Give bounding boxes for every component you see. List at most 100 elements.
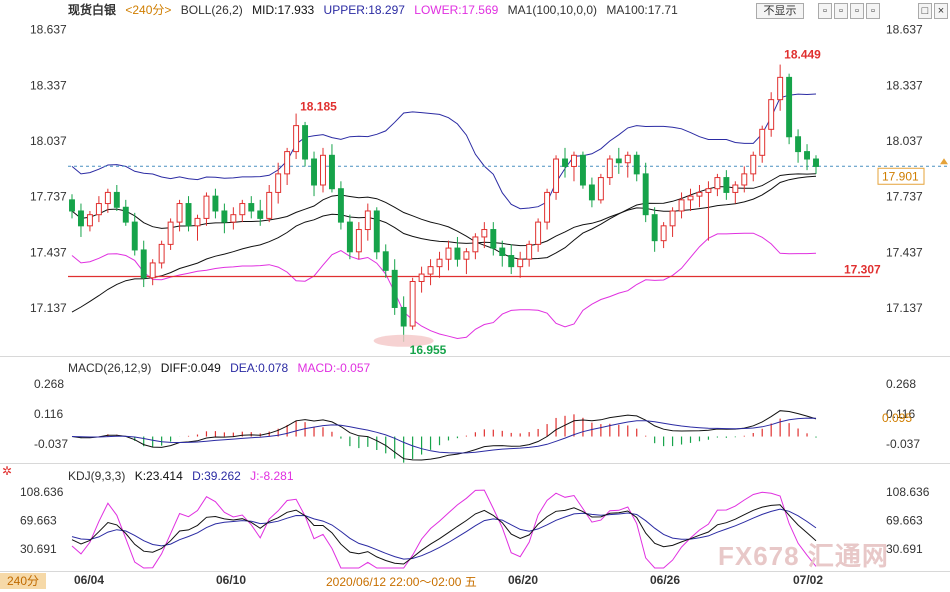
- last-price-label: 17.901: [882, 169, 919, 183]
- high-label-2: 18.449: [784, 48, 821, 62]
- candle-body-16: [212, 195, 219, 212]
- crosshair-icon[interactable]: ✲: [2, 464, 13, 478]
- candle-body-21: [257, 210, 264, 219]
- candle-body-72: [714, 177, 721, 190]
- candle-body-10: [158, 243, 165, 264]
- candle-body-3: [95, 203, 102, 216]
- kdj-tick-right-0: 108.636: [886, 485, 930, 499]
- candle-body-15: [203, 195, 210, 219]
- boll-lower: LOWER:17.569: [414, 3, 499, 17]
- candle-body-56: [571, 154, 577, 167]
- candle-body-62: [624, 154, 631, 164]
- last-price-box: [877, 167, 925, 185]
- x-tick-2: 06/20: [508, 573, 539, 587]
- y-tick-left-2: 18.037: [30, 134, 67, 148]
- candle-body-37: [400, 306, 407, 327]
- macd-title: MACD(26,12,9): [68, 361, 152, 375]
- macd-tick-left-1: 0.116: [34, 407, 63, 421]
- y-tick-left-4: 17.437: [30, 245, 67, 259]
- candle-body-35: [382, 251, 389, 271]
- ma100-value: MA100:17.71: [606, 3, 678, 17]
- candle-body-73: [723, 177, 730, 193]
- candle-body-69: [687, 195, 694, 201]
- candle-body-17: [221, 210, 228, 223]
- macd-diff-line: [71, 410, 817, 461]
- candle-body-48: [499, 247, 506, 257]
- divider-macd-kdj[interactable]: [0, 463, 950, 464]
- candle-body-55: [562, 158, 568, 167]
- candle-body-27: [311, 158, 317, 186]
- y-tick-left-5: 17.137: [30, 301, 67, 315]
- hide-button[interactable]: 不显示: [756, 3, 804, 19]
- window-icon-4[interactable]: ▫: [866, 3, 880, 19]
- x-tick-0: 06/04: [74, 573, 105, 587]
- period-tag[interactable]: 240分: [0, 573, 46, 589]
- macd-tick-right-2: -0.037: [886, 437, 920, 451]
- boll-mid-line: [71, 173, 817, 260]
- boll-label: BOLL(26,2): [180, 3, 243, 17]
- candle-body-18: [230, 214, 237, 223]
- candle-body-28: [320, 154, 326, 186]
- candle-body-7: [131, 221, 138, 251]
- candle-body-14: [194, 217, 201, 227]
- kdj-tick-left-2: 30.691: [20, 542, 57, 556]
- candle-body-8: [140, 249, 147, 279]
- candle-body-51: [526, 243, 533, 260]
- window-icon-3[interactable]: ▫: [850, 3, 864, 19]
- candle-body-50: [517, 258, 524, 268]
- boll-upper: UPPER:18.297: [323, 3, 405, 17]
- main-header: 现货白银 <240分> BOLL(26,2) MID:17.933 UPPER:…: [68, 2, 684, 18]
- macd-dea: DEA:0.078: [230, 361, 289, 375]
- macd-tick-left-2: -0.037: [34, 437, 68, 451]
- candle-body-52: [535, 221, 542, 245]
- support-label: 17.307: [844, 262, 881, 276]
- y-tick-right-1: 18.337: [886, 78, 923, 92]
- kdj-title: KDJ(9,3,3): [68, 469, 126, 483]
- candle-body-34: [373, 210, 380, 253]
- candle-body-64: [642, 173, 649, 216]
- candle-body-66: [660, 225, 667, 242]
- candle-body-32: [355, 229, 362, 253]
- candle-body-81: [795, 136, 802, 153]
- divider-main-macd[interactable]: [0, 356, 950, 357]
- candle-body-41: [436, 258, 443, 268]
- x-tick-1: 06/10: [216, 573, 247, 587]
- boll-mid: MID:17.933: [252, 3, 315, 17]
- kdj-header: KDJ(9,3,3) K:23.414 D:39.262 J:-8.281: [68, 468, 300, 484]
- candle-body-9: [149, 262, 156, 279]
- kdj-tick-right-2: 30.691: [886, 542, 923, 556]
- candle-body-65: [651, 214, 658, 242]
- candle-body-58: [588, 184, 595, 201]
- candle-body-77: [759, 128, 766, 156]
- y-tick-right-2: 18.037: [886, 134, 923, 148]
- boll-lower-line: [71, 232, 817, 340]
- candle-body-60: [606, 158, 613, 179]
- window-icon-2[interactable]: ▫: [834, 3, 848, 19]
- low-highlight: [373, 334, 434, 347]
- candle-body-13: [185, 203, 192, 227]
- candle-body-79: [777, 76, 784, 101]
- kdj-j-line: [71, 489, 817, 569]
- maximize-icon[interactable]: □: [918, 3, 932, 19]
- candle-body-59: [597, 177, 604, 201]
- candle-body-74: [732, 184, 739, 193]
- candle-body-19: [239, 203, 246, 216]
- candle-body-54: [553, 158, 560, 193]
- candle-body-63: [633, 154, 640, 175]
- candle-body-82: [804, 151, 811, 160]
- window-icon-1[interactable]: ▫: [818, 3, 832, 19]
- candle-body-83: [813, 158, 819, 167]
- instrument-name: 现货白银: [68, 3, 117, 17]
- time-axis[interactable]: [0, 571, 950, 592]
- boll-upper-line: [71, 93, 817, 210]
- macd-last-label: 0.095: [882, 411, 912, 425]
- x-tick-4: 07/02: [793, 573, 824, 587]
- y-tick-right-5: 17.137: [886, 301, 923, 315]
- candle-body-24: [284, 151, 291, 175]
- macd-tick-left-0: 0.268: [34, 377, 64, 391]
- candle-body-47: [490, 229, 497, 249]
- candle-body-67: [669, 210, 676, 227]
- close-icon[interactable]: ×: [934, 3, 948, 19]
- kdj-j: J:-8.281: [250, 469, 294, 483]
